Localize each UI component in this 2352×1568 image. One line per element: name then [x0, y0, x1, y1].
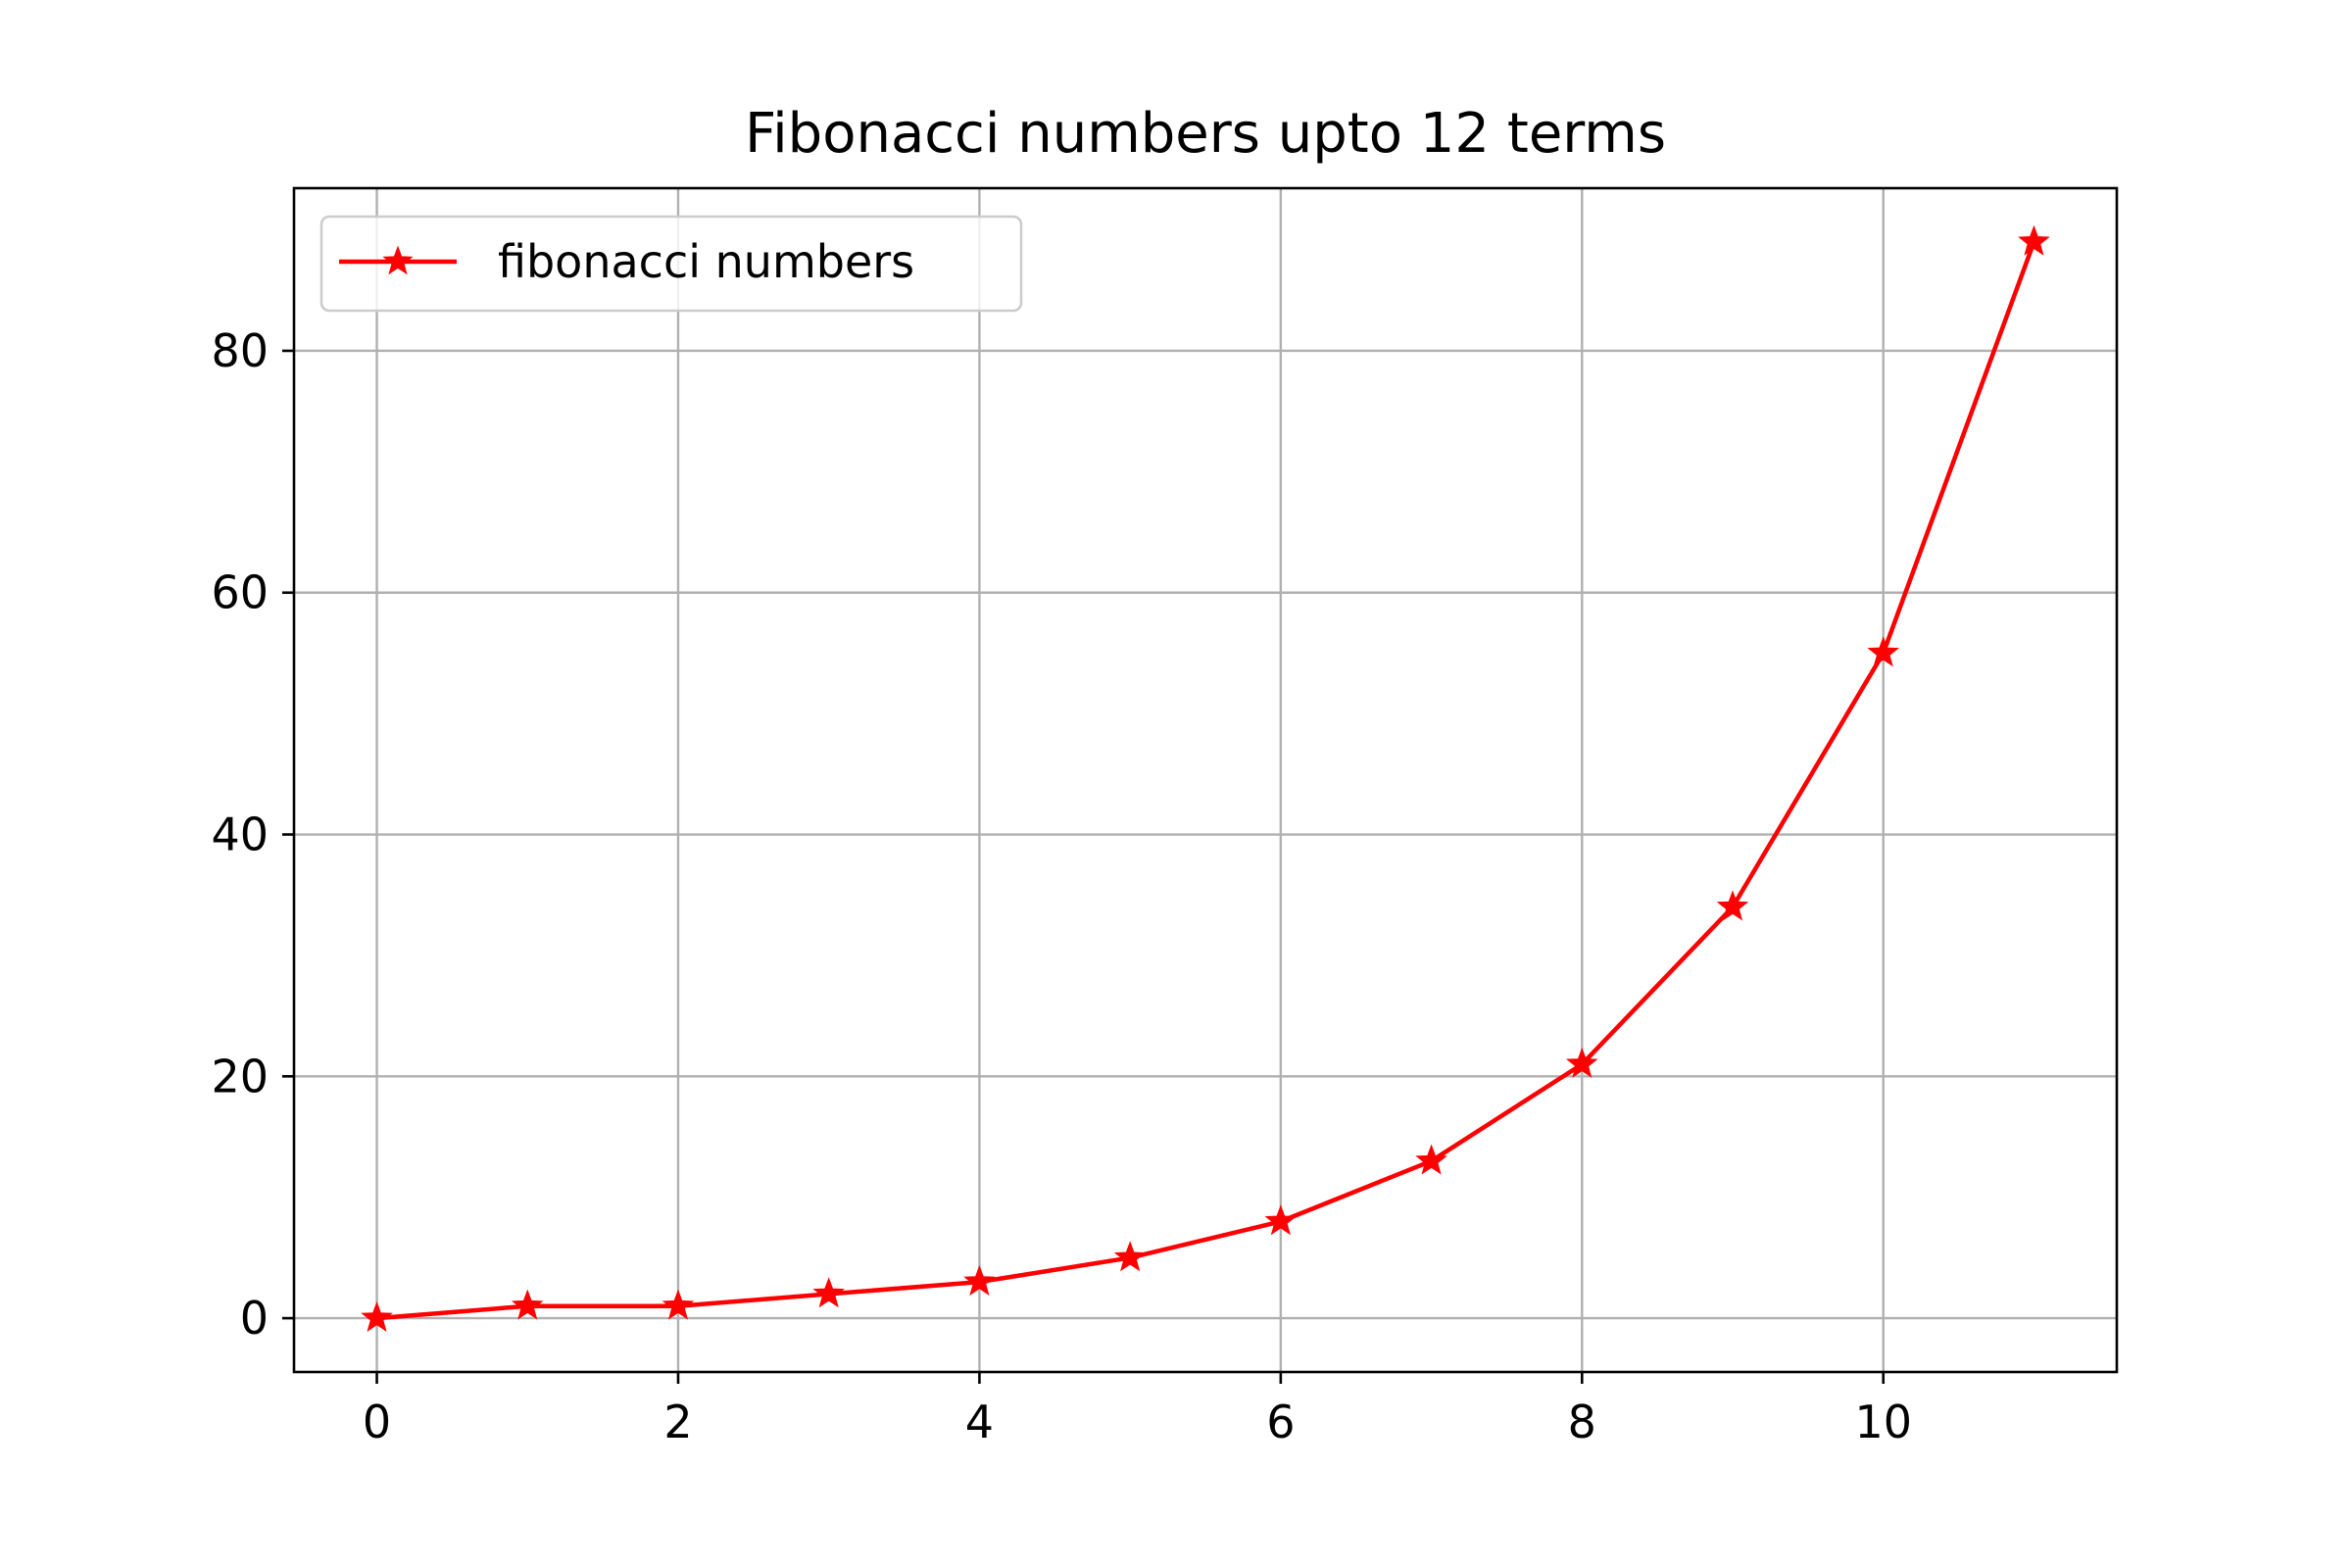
legend: fibonacci numbers	[319, 215, 1023, 313]
x-tick-label: 8	[1568, 1396, 1596, 1448]
legend-box	[319, 215, 1023, 313]
data-point-marker	[812, 1277, 846, 1308]
data-point-marker	[361, 1300, 393, 1332]
data-point-marker	[1264, 1204, 1298, 1236]
x-tick-label: 6	[1266, 1396, 1295, 1448]
chart-title: Fibonacci numbers upto 12 terms	[745, 102, 1666, 166]
x-tick-label: 2	[663, 1396, 692, 1448]
grid-lines	[294, 188, 2117, 1372]
data-point-marker	[1415, 1144, 1447, 1175]
data-point-marker	[1716, 890, 1749, 921]
data-point-marker	[963, 1264, 996, 1296]
data-point-marker	[1867, 636, 1900, 667]
axes-frame	[292, 186, 2119, 1374]
y-tick-label: 80	[211, 324, 269, 377]
y-tick-label: 20	[211, 1050, 269, 1102]
y-tick-label: 0	[240, 1292, 269, 1345]
series-layer	[361, 224, 2050, 1332]
data-point-marker	[1565, 1047, 1598, 1078]
data-point-marker	[1113, 1241, 1147, 1272]
x-tick-label: 0	[363, 1396, 391, 1448]
data-point-marker	[511, 1289, 544, 1320]
legend-label: fibonacci numbers	[498, 235, 914, 288]
series-line	[376, 241, 2036, 1321]
x-tick-label: 10	[1854, 1396, 1912, 1448]
y-tick-label: 60	[211, 566, 269, 619]
y-tick-label: 40	[211, 808, 269, 861]
x-tick-label: 4	[965, 1396, 994, 1448]
axis-ticks: 0 2 4 6 8 10 0 20 40 60 80	[211, 324, 1912, 1448]
data-point-marker	[2018, 224, 2050, 256]
legend-star-marker	[382, 245, 414, 275]
data-point-marker	[662, 1289, 695, 1320]
